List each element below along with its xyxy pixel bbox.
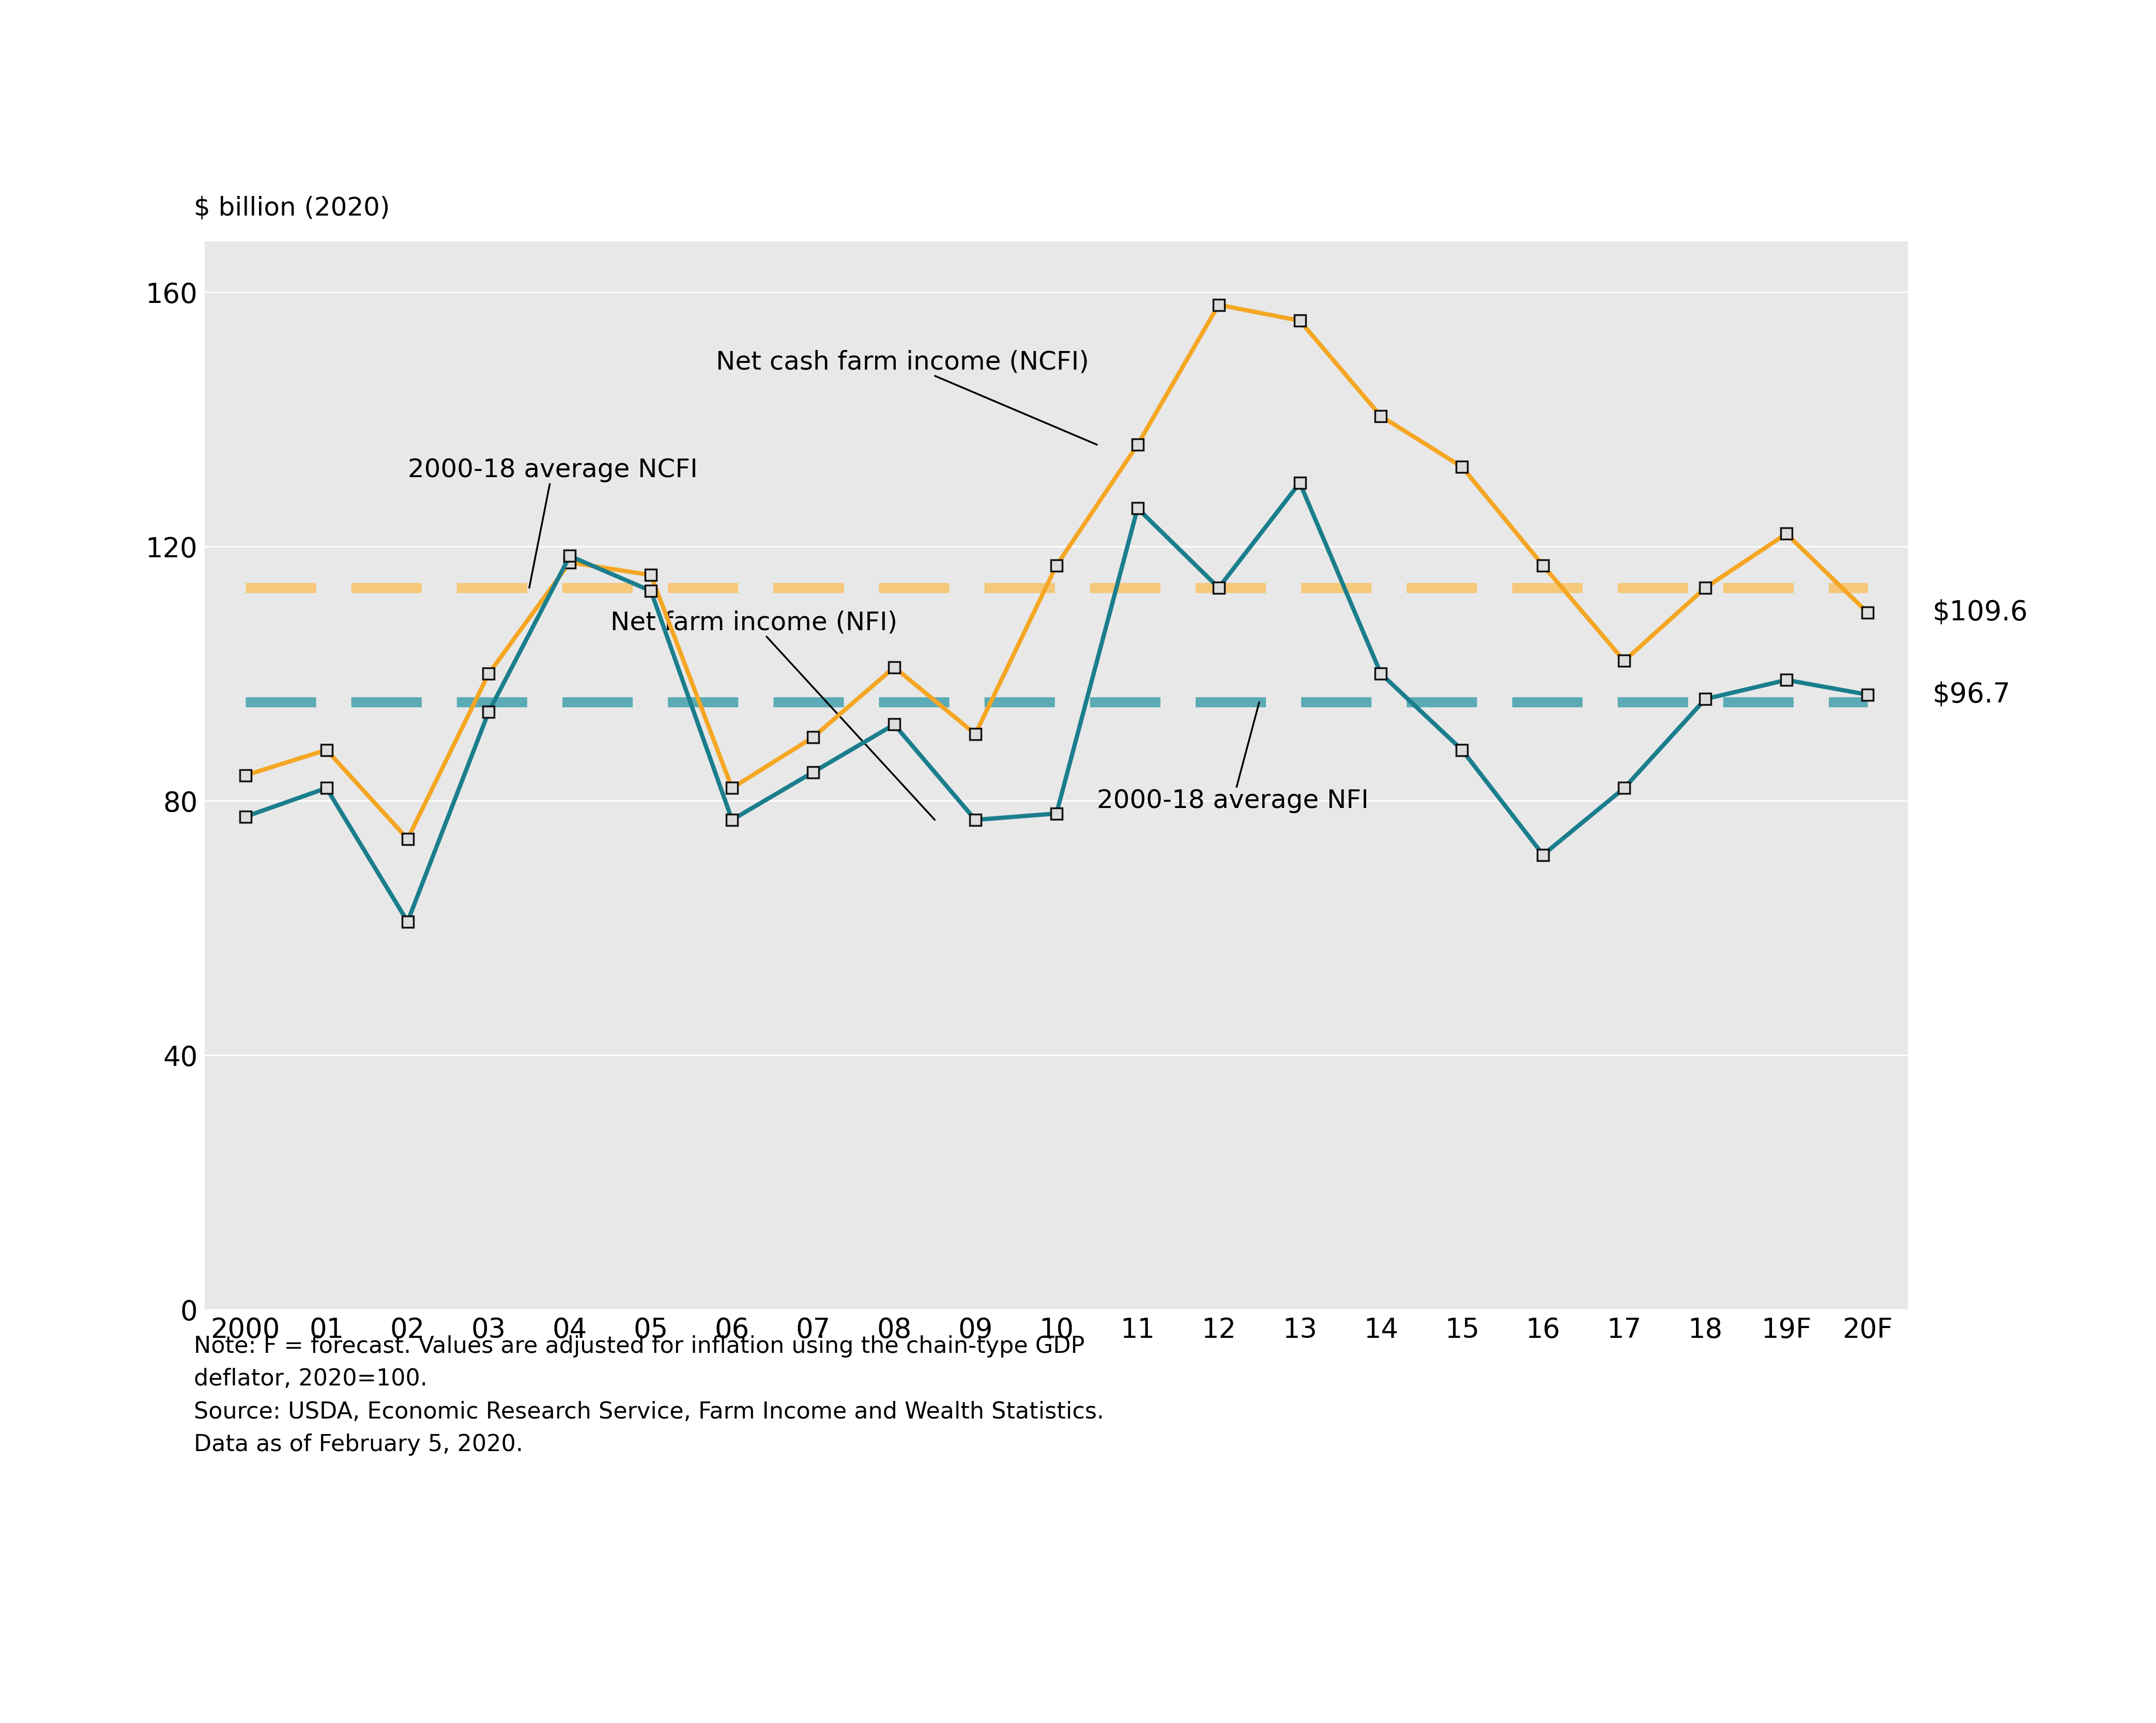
Text: $ billion (2020): $ billion (2020) <box>194 196 390 221</box>
Text: Net cash farm income (NCFI): Net cash farm income (NCFI) <box>716 350 1097 445</box>
Text: Note: F = forecast. Values are adjusted for inflation using the chain-type GDP
d: Note: F = forecast. Values are adjusted … <box>194 1335 1104 1456</box>
Text: Net farm income and net cash farm income, 2000–20F: Net farm income and net cash farm income… <box>34 83 1302 124</box>
Text: 2000-18 average NCFI: 2000-18 average NCFI <box>407 458 696 588</box>
Text: Net farm income (NFI): Net farm income (NFI) <box>610 610 936 820</box>
Text: $96.7: $96.7 <box>1932 681 2012 708</box>
Text: $109.6: $109.6 <box>1932 600 2029 625</box>
Text: 2000-18 average NFI: 2000-18 average NFI <box>1097 703 1369 813</box>
